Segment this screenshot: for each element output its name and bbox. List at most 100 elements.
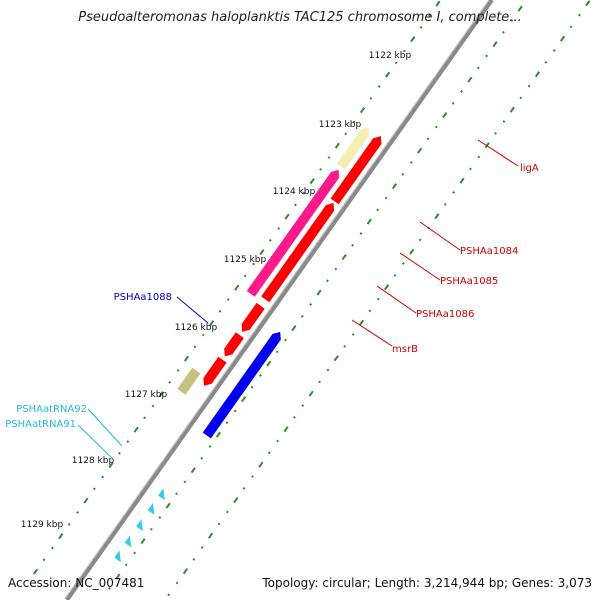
tick-mark-inner — [190, 467, 196, 474]
tick-mark-inner — [215, 431, 222, 438]
tick-mark-lower — [133, 426, 139, 433]
tick-mark-inner — [150, 527, 153, 531]
kbp-label: 1125 kbp — [224, 255, 267, 265]
tick-mark-inner — [442, 112, 448, 119]
tick-mark-inner — [376, 208, 380, 212]
tick-mark-outer — [401, 262, 405, 265]
trna-arrow-2 — [136, 519, 143, 532]
tick-mark-inner — [467, 76, 473, 83]
leader-line-psha1088 — [176, 296, 209, 324]
tick-mark-outer — [477, 155, 481, 159]
leader-line-trna91 — [77, 424, 113, 459]
tick-mark-outer — [376, 297, 380, 301]
kbp-label: 1129 kbp — [21, 520, 64, 530]
tick-mark-inner — [175, 492, 178, 496]
tick-mark-lower — [334, 142, 340, 149]
tick-mark-inner — [108, 587, 111, 590]
backbone-shadow — [64, 0, 490, 599]
tick-mark-inner — [391, 183, 398, 190]
map-title: Pseudoalteromonas haloplanktis TAC125 ch… — [78, 10, 522, 25]
tick-mark-lower — [183, 355, 190, 362]
tick-mark-outer — [343, 344, 347, 348]
tick-mark-lower — [327, 156, 331, 159]
tick-mark-inner — [502, 30, 505, 34]
tick-mark-lower — [234, 284, 240, 291]
gene-block-pink — [246, 169, 340, 297]
tick-mark-inner — [291, 325, 297, 332]
tick-mark-lower — [435, 0, 441, 7]
leader-line-psha1085 — [399, 252, 441, 281]
tick-mark-outer — [167, 593, 171, 597]
tick-mark-outer — [552, 49, 556, 52]
tick-mark-outer — [527, 84, 531, 88]
tick-mark-outer — [233, 497, 239, 504]
tick-mark-inner — [275, 350, 279, 354]
tick-mark-outer — [308, 390, 314, 397]
tick-mark-lower — [201, 333, 205, 337]
tick-mark-outer — [434, 213, 440, 220]
tick-mark-inner — [460, 90, 463, 93]
tick-mark-inner — [284, 338, 287, 342]
tick-mark-outer — [283, 426, 289, 433]
tick-mark-lower — [319, 167, 322, 171]
tick-mark-inner — [409, 161, 413, 164]
tick-mark-lower — [76, 511, 79, 514]
trna-arrow-0 — [114, 550, 121, 563]
tick-mark-lower — [352, 120, 356, 124]
accession-text: Accession: NC_007481 — [8, 576, 145, 590]
gene-label-ligA: ligA — [520, 163, 539, 174]
tick-mark-outer — [267, 451, 271, 455]
gene-label-psha1088: PSHAa1088 — [114, 292, 172, 303]
gene-block-top — [330, 136, 382, 205]
tick-mark-outer — [577, 13, 581, 17]
tick-mark-inner — [334, 267, 338, 271]
tick-mark-outer — [544, 60, 548, 64]
tick-mark-lower — [176, 369, 180, 372]
tick-mark-lower — [42, 558, 46, 562]
tick-mark-lower — [252, 262, 255, 266]
tick-mark-inner — [451, 101, 455, 105]
tick-mark-inner — [351, 243, 354, 247]
tick-mark-lower — [158, 391, 164, 398]
tick-mark-inner — [241, 396, 247, 403]
tick-mark-outer — [293, 415, 296, 419]
gene-label-psha1086: PSHAa1086 — [416, 309, 474, 320]
genome-summary-text: Topology: circular; Length: 3,214,944 bp… — [262, 576, 592, 590]
gene-label-psha1085: PSHAa1085 — [440, 276, 498, 287]
tick-mark-outer — [494, 131, 497, 135]
tick-mark-lower — [428, 14, 431, 17]
tick-mark-outer — [368, 309, 372, 313]
tick-mark-lower — [402, 49, 406, 53]
tick-mark-inner — [115, 573, 121, 580]
tick-mark-lower — [50, 546, 54, 550]
tick-mark-inner — [200, 456, 204, 460]
tick-mark-inner — [434, 125, 438, 129]
tick-mark-lower — [33, 568, 39, 575]
trna-arrow-3 — [147, 502, 155, 515]
tick-mark-lower — [108, 462, 114, 469]
tick-mark-lower — [58, 533, 64, 540]
tick-mark-inner — [250, 385, 254, 389]
tick-mark-lower — [151, 404, 155, 408]
tick-mark-outer — [318, 380, 321, 384]
gene-label-psha1084: PSHAa1084 — [460, 246, 518, 257]
gene-label-trna92: PSHAatRNA92 — [16, 404, 87, 415]
gene-block-psha1085 — [224, 332, 244, 357]
tick-mark-inner — [384, 196, 388, 200]
tick-mark-inner — [326, 279, 329, 283]
tick-mark-inner — [476, 66, 480, 70]
tick-mark-outer — [301, 404, 305, 407]
tick-mark-lower — [344, 132, 348, 136]
tick-mark-inner — [225, 421, 229, 425]
tick-mark-inner — [266, 360, 272, 367]
tick-mark-outer — [585, 0, 591, 7]
tick-mark-lower — [284, 213, 290, 220]
kbp-label: 1126 kbp — [175, 323, 218, 333]
tick-mark-outer — [276, 439, 280, 443]
tick-mark-inner — [133, 551, 137, 555]
gene-block-psha1086 — [203, 356, 227, 386]
tick-mark-lower — [226, 298, 230, 301]
tick-mark-lower — [377, 85, 381, 88]
tick-mark-outer — [502, 120, 506, 123]
